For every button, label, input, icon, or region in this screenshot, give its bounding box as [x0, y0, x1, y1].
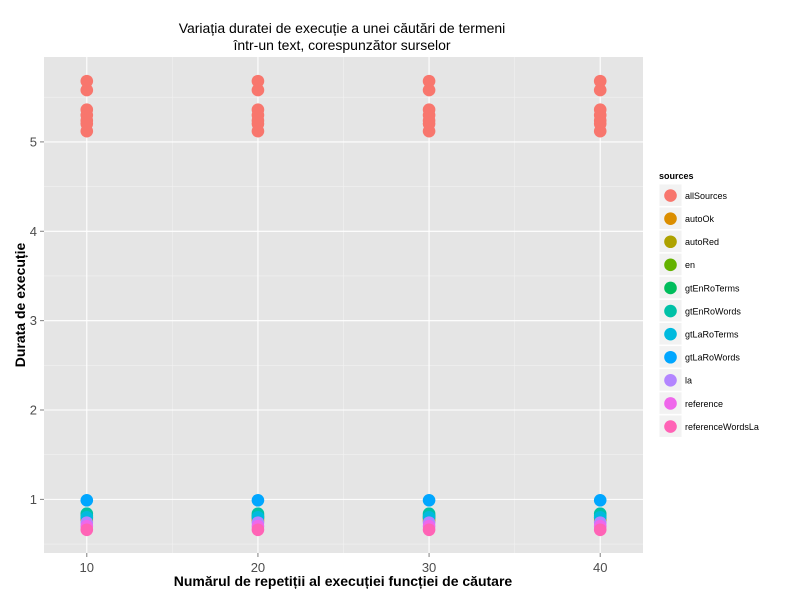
data-point-allSources — [251, 83, 265, 97]
data-point-referenceWordsLa — [422, 523, 436, 537]
data-point-allSources — [422, 124, 436, 138]
x-tick-label: 10 — [80, 560, 94, 575]
legend-marker-allSources — [664, 189, 677, 202]
legend-label-referenceWordsLa: referenceWordsLa — [685, 422, 759, 432]
y-tick-label: 5 — [30, 134, 37, 149]
legend-marker-gtLaRoTerms — [664, 327, 677, 341]
legend: allSources autoOk autoRed en gtEnRoTerms gtEn… — [658, 183, 759, 438]
legend-marker-autoOk — [664, 212, 677, 225]
y-tick-label: 1 — [30, 492, 37, 507]
legend-marker-gtEnRoTerms — [664, 281, 677, 295]
legend-label-autoOk: autoOk — [685, 214, 715, 224]
data-point-allSources — [593, 124, 607, 138]
y-tick-label: 4 — [30, 224, 37, 239]
data-point-allSources — [80, 83, 94, 97]
legend-label-gtLaRoTerms: gtLaRoTerms — [685, 329, 739, 339]
legend-marker-autoRed — [664, 235, 677, 249]
legend-label-la: la — [685, 376, 692, 386]
x-axis-title: Numărul de repetiții al execuției funcți… — [174, 573, 513, 589]
data-point-allSources — [593, 74, 607, 88]
legend-label-autoRed: autoRed — [685, 237, 719, 247]
data-point-allSources — [80, 74, 94, 88]
x-tick-label: 30 — [422, 560, 436, 575]
legend-marker-en — [664, 258, 677, 272]
legend-marker-gtLaRoWords — [664, 350, 677, 364]
grid-lines — [44, 57, 643, 553]
data-point-allSources — [251, 74, 265, 88]
y-tick-label: 3 — [30, 313, 37, 328]
data-point-referenceWordsLa — [80, 523, 94, 537]
legend-title: sources — [659, 171, 694, 181]
x-tick-label: 40 — [593, 560, 607, 575]
chart-title-line-1: Variația duratei de execuție a unei căut… — [179, 20, 506, 36]
data-point-allSources — [251, 124, 265, 138]
data-point-referenceWordsLa — [593, 523, 607, 537]
legend-label-en: en — [685, 260, 695, 270]
x-axis-ticks: 10 20 30 40 — [80, 553, 607, 575]
legend-marker-la — [664, 374, 677, 387]
data-points — [80, 74, 607, 537]
y-axis-ticks: 1 2 3 4 5 — [30, 134, 44, 507]
data-point-referenceWordsLa — [251, 523, 265, 537]
y-tick-label: 2 — [30, 403, 37, 418]
data-point-allSources — [422, 74, 436, 88]
legend-label-allSources: allSources — [685, 191, 728, 201]
data-point-gtLaRoWords — [251, 493, 265, 507]
legend-label-gtEnRoWords: gtEnRoWords — [685, 306, 741, 316]
data-point-gtLaRoWords — [80, 493, 94, 507]
data-point-gtLaRoWords — [422, 493, 436, 507]
y-axis-title: Durata de execuție — [12, 243, 28, 368]
x-tick-label: 20 — [251, 560, 265, 575]
legend-label-reference: reference — [685, 399, 723, 409]
data-point-allSources — [80, 124, 94, 138]
legend-marker-reference — [664, 397, 677, 410]
data-point-allSources — [593, 83, 607, 97]
legend-label-gtEnRoTerms: gtEnRoTerms — [685, 283, 740, 293]
legend-marker-gtEnRoWords — [664, 304, 677, 318]
data-point-gtLaRoWords — [593, 493, 607, 507]
data-point-allSources — [422, 83, 436, 97]
legend-marker-referenceWordsLa — [664, 420, 677, 433]
chart-title-line-2: într-un text, corespunzător surselor — [232, 37, 450, 53]
legend-label-gtLaRoWords: gtLaRoWords — [685, 353, 740, 363]
